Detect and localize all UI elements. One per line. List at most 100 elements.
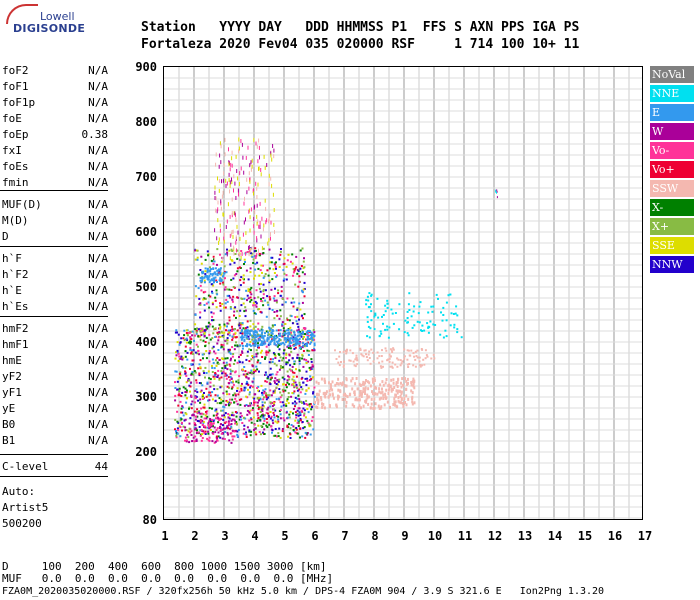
param-name: foEp [2, 128, 29, 141]
param-c-level: C-level 44 [2, 460, 108, 476]
param-foep: foEp 0.38 [2, 128, 108, 144]
param-name: yE [2, 402, 16, 415]
separator [0, 476, 108, 477]
separator [0, 454, 108, 455]
param-m-d-: M(D) N/A [2, 214, 108, 230]
param-value: N/A [88, 80, 108, 93]
param-name: C-level [2, 460, 49, 473]
param-value: N/A [88, 252, 108, 265]
param-value: N/A [88, 144, 108, 157]
legend-noval: NoVal [650, 66, 694, 83]
legend-vo-: Vo- [650, 142, 694, 159]
param-name: B1 [2, 434, 16, 447]
footer-info: FZA0M_2020035020000.RSF / 320fx256h 50 k… [2, 586, 605, 597]
param-name: hmE [2, 354, 22, 367]
param-yf2: yF2 N/A [2, 370, 108, 386]
x-tick-label: 5 [281, 529, 289, 543]
param-value: 44 [94, 460, 108, 473]
x-tick-label: 6 [311, 529, 319, 543]
legend-nne: NNE [650, 85, 694, 102]
param-name: D [2, 230, 9, 243]
param-b1: B1 N/A [2, 434, 108, 450]
legend-sse: SSE [650, 237, 694, 254]
x-tick-label: 9 [401, 529, 409, 543]
param-name: hmF2 [2, 322, 29, 335]
legend-w: W [650, 123, 694, 140]
x-tick-label: 13 [517, 529, 533, 543]
x-tick-label: 12 [487, 529, 503, 543]
param-name: MUF(D) [2, 198, 42, 211]
param-value: N/A [88, 284, 108, 297]
header-row-2: Fortaleza 2020 Fev04 035 020000 RSF 1 71… [141, 37, 580, 52]
x-tick-label: 4 [251, 529, 259, 543]
param-hme: hmE N/A [2, 354, 108, 370]
param-name: hmF1 [2, 338, 29, 351]
x-tick-label: 11 [457, 529, 473, 543]
param-fof1p: foF1p N/A [2, 96, 108, 112]
distance-row: D 100 200 400 600 800 1000 1500 3000 [km… [2, 560, 327, 573]
param-value: N/A [88, 402, 108, 415]
param-foe: foE N/A [2, 112, 108, 128]
param-fof1: foF1 N/A [2, 80, 108, 96]
param-h-e: h`E N/A [2, 284, 108, 300]
muf-row: MUF 0.0 0.0 0.0 0.0 0.0 0.0 0.0 0.0 [MHz… [2, 572, 334, 585]
legend-x-: X- [650, 199, 694, 216]
separator [0, 190, 108, 191]
param-value: N/A [88, 386, 108, 399]
x-tick-label: 7 [341, 529, 349, 543]
param-value: N/A [88, 370, 108, 383]
separator [0, 316, 108, 317]
param-name: h`E [2, 284, 22, 297]
param-name: foF1 [2, 80, 29, 93]
x-tick-label: 17 [637, 529, 653, 543]
y-tick-label: 700 [135, 170, 157, 184]
param-name: h`F2 [2, 268, 29, 281]
param-fxi: fxI N/A [2, 144, 108, 160]
x-tick-label: 15 [577, 529, 593, 543]
autoscale-label: Auto: [2, 485, 36, 498]
y-tick-label: 900 [135, 60, 157, 74]
x-tick-label: 2 [191, 529, 199, 543]
y-tick-label: 600 [135, 225, 157, 239]
x-tick-label: 10 [427, 529, 443, 543]
param-name: yF1 [2, 386, 22, 399]
param-name: foEs [2, 160, 29, 173]
param-value: N/A [88, 322, 108, 335]
param-name: fxI [2, 144, 22, 157]
legend-nnw: NNW [650, 256, 694, 273]
param-value: N/A [88, 214, 108, 227]
ionogram-plot [163, 66, 643, 520]
param-value: N/A [88, 338, 108, 351]
param-name: foF1p [2, 96, 36, 109]
param-fmin: fmin N/A [2, 176, 108, 192]
param-value: 0.38 [81, 128, 109, 141]
param-value: N/A [88, 64, 108, 77]
x-tick-label: 1 [161, 529, 169, 543]
param-h-f2: h`F2 N/A [2, 268, 108, 284]
param-h-es: h`Es N/A [2, 300, 108, 316]
param-name: foE [2, 112, 22, 125]
param-h-f: h`F N/A [2, 252, 108, 268]
legend-x-: X+ [650, 218, 694, 235]
x-tick-label: 16 [607, 529, 623, 543]
param-d: D N/A [2, 230, 108, 246]
param-hmf1: hmF1 N/A [2, 338, 108, 354]
x-tick-label: 14 [547, 529, 563, 543]
param-name: h`Es [2, 300, 29, 313]
autoscale-artist: Artist5 [2, 501, 49, 514]
param-name: h`F [2, 252, 22, 265]
legend-ssw: SSW [650, 180, 694, 197]
param-name: yF2 [2, 370, 22, 383]
param-value: N/A [88, 434, 108, 447]
logo-lowell: Lowell [40, 10, 75, 23]
y-tick-label: 800 [135, 115, 157, 129]
y-tick-label: 300 [135, 390, 157, 404]
param-hmf2: hmF2 N/A [2, 322, 108, 338]
legend-e: E [650, 104, 694, 121]
y-tick-label: 500 [135, 280, 157, 294]
logo-arc-icon [6, 4, 38, 24]
param-value: N/A [88, 112, 108, 125]
param-name: B0 [2, 418, 16, 431]
param-foes: foEs N/A [2, 160, 108, 176]
param-value: N/A [88, 176, 108, 189]
